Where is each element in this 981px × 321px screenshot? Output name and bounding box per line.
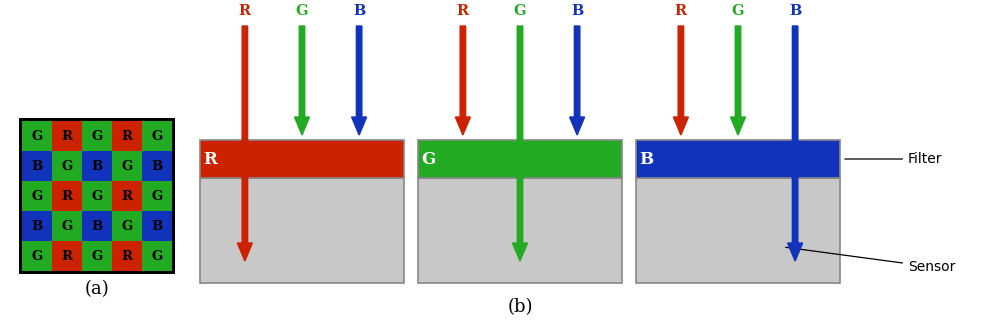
Text: G: G [91,189,103,203]
Text: G: G [151,189,163,203]
Text: R: R [62,249,73,263]
Text: G: G [421,151,436,168]
Bar [636,178,840,283]
Bar [22,151,52,181]
Bar [22,241,52,271]
Text: B: B [31,220,42,232]
Text: B: B [91,220,103,232]
Bar [142,181,172,211]
Text: B: B [151,220,163,232]
FancyArrow shape [237,26,252,261]
Bar [200,178,404,283]
Bar [112,151,142,181]
Text: G: G [31,249,42,263]
Text: G: G [151,249,163,263]
Bar [112,241,142,271]
Text: R: R [238,4,251,18]
Bar [82,181,112,211]
Text: R: R [122,189,132,203]
Text: R: R [62,129,73,143]
Bar [142,151,172,181]
Text: B: B [353,4,365,18]
Bar [112,181,142,211]
FancyArrow shape [512,26,528,261]
Bar [82,151,112,181]
FancyArrow shape [351,26,367,135]
Text: G: G [122,160,132,172]
Text: G: G [62,220,73,232]
Text: G: G [91,129,103,143]
Bar [418,178,622,283]
Bar [52,211,82,241]
Bar [52,121,82,151]
Text: R: R [122,129,132,143]
Text: Filter: Filter [845,152,943,166]
FancyArrow shape [455,26,470,135]
Bar [22,211,52,241]
Text: R: R [457,4,469,18]
Bar [112,211,142,241]
Text: B: B [571,4,584,18]
Text: R: R [122,249,132,263]
Text: B: B [151,160,163,172]
Text: B: B [789,4,801,18]
Bar [52,151,82,181]
Bar [82,241,112,271]
Text: R: R [203,151,217,168]
Bar [22,181,52,211]
Bar [142,121,172,151]
Text: G: G [122,220,132,232]
Text: G: G [31,189,42,203]
Bar [636,140,840,178]
FancyArrow shape [294,26,309,135]
Bar [200,140,404,178]
FancyArrow shape [673,26,689,135]
Text: G: G [91,249,103,263]
Bar [142,211,172,241]
FancyArrow shape [731,26,746,135]
Text: B: B [31,160,42,172]
Text: G: G [62,160,73,172]
Text: G: G [732,4,745,18]
Text: R: R [62,189,73,203]
Bar [112,121,142,151]
Bar [52,181,82,211]
Text: G: G [295,4,308,18]
FancyArrow shape [570,26,585,135]
Text: G: G [151,129,163,143]
Text: R: R [675,4,687,18]
Bar [52,241,82,271]
Text: (a): (a) [84,280,109,298]
Bar [19,118,175,274]
FancyArrow shape [788,26,802,261]
Text: G: G [514,4,526,18]
Text: B: B [639,151,653,168]
Bar [82,211,112,241]
Bar [142,241,172,271]
Bar [418,140,622,178]
Text: (b): (b) [507,298,533,316]
Bar [82,121,112,151]
Text: G: G [31,129,42,143]
Text: Sensor: Sensor [786,247,955,274]
Bar [22,121,52,151]
Text: B: B [91,160,103,172]
